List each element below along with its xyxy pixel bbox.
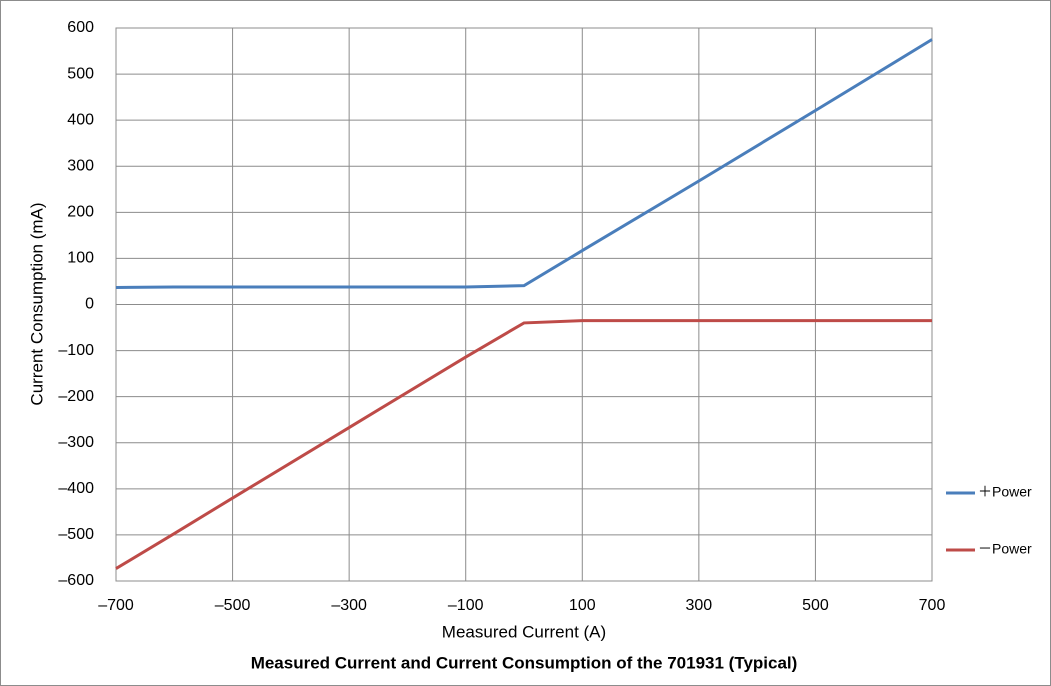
- y-tick-label: 500: [67, 65, 94, 82]
- chart-title: Measured Current and Current Consumption…: [251, 653, 798, 672]
- y-tick-label: –200: [58, 388, 94, 405]
- y-tick-label: 600: [67, 19, 94, 36]
- x-tick-label: 700: [919, 597, 946, 614]
- y-tick-label: 400: [67, 111, 94, 128]
- y-tick-label: –400: [58, 480, 94, 497]
- y-tick-label: 0: [85, 296, 94, 313]
- y-tick-label: –500: [58, 526, 94, 543]
- series-line: [115, 38, 933, 289]
- x-tick-label: 500: [802, 597, 829, 614]
- x-tick-label: –500: [215, 597, 251, 614]
- x-tick-label: 100: [569, 597, 596, 614]
- y-tick-label: 200: [67, 204, 94, 221]
- legend-label: －Power: [978, 541, 1032, 557]
- y-tick-label: –300: [58, 434, 94, 451]
- x-tick-label: –700: [98, 597, 134, 614]
- y-tick-label: 300: [67, 157, 94, 174]
- y-tick-label: –100: [58, 342, 94, 359]
- series-line: [115, 319, 932, 570]
- x-axis-title: Measured Current (A): [442, 622, 606, 641]
- y-axis-title: Current Consumption (mA): [27, 202, 46, 405]
- y-tick-label: –600: [58, 572, 94, 589]
- x-tick-label: –300: [331, 597, 367, 614]
- plot-border: [115, 27, 933, 582]
- y-tick-label: 100: [67, 250, 94, 267]
- legend-label: ＋Power: [978, 484, 1032, 500]
- x-tick-label: 300: [686, 597, 713, 614]
- x-tick-label: –100: [448, 597, 484, 614]
